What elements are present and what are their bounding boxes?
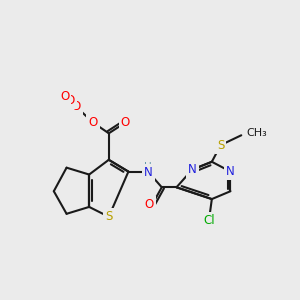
- Text: O: O: [72, 100, 81, 113]
- Text: S: S: [217, 139, 224, 152]
- Text: O: O: [60, 91, 69, 103]
- Text: O: O: [88, 116, 98, 129]
- Text: O: O: [66, 94, 75, 107]
- Text: CH₃: CH₃: [246, 128, 267, 138]
- Text: N: N: [188, 163, 197, 176]
- Text: H: H: [144, 162, 152, 172]
- Text: O: O: [88, 116, 98, 129]
- Text: O: O: [121, 116, 130, 129]
- Text: O: O: [144, 199, 154, 212]
- Text: S: S: [105, 210, 112, 223]
- Text: N: N: [144, 166, 152, 179]
- Text: Cl: Cl: [203, 214, 215, 227]
- Text: N: N: [226, 165, 235, 178]
